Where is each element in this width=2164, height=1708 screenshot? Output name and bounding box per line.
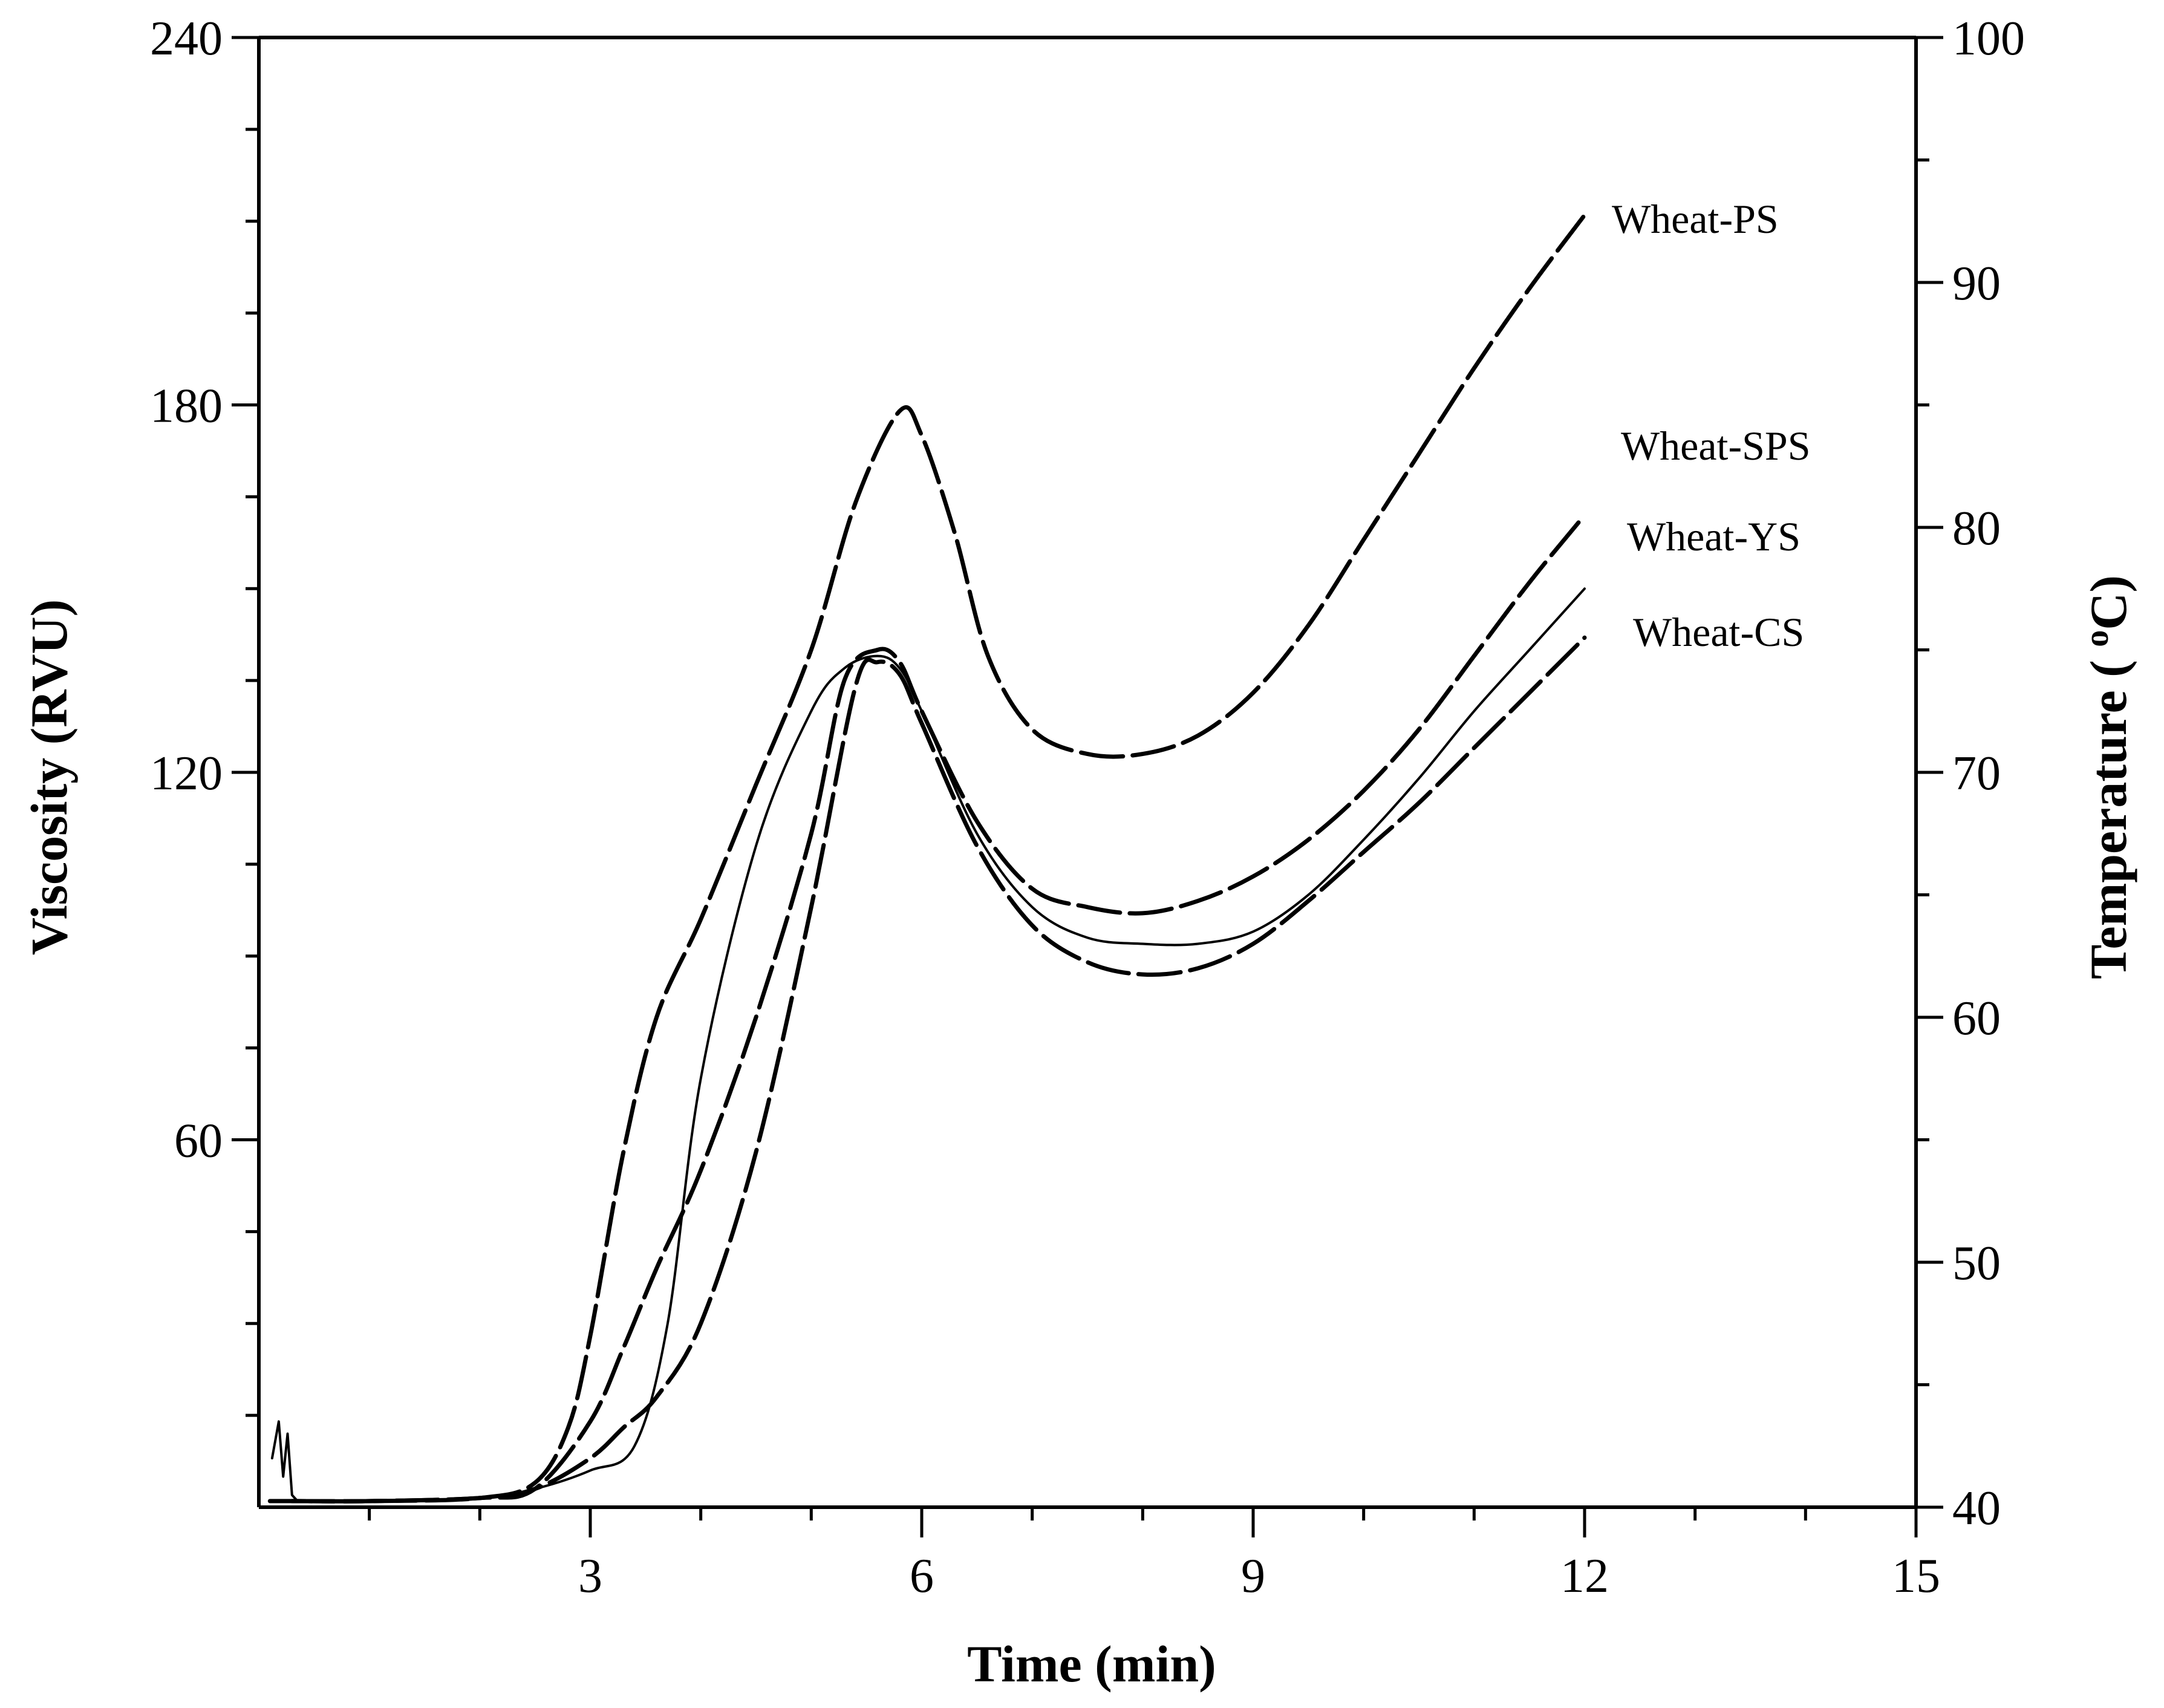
series-line-wheat-ys	[290, 587, 1586, 1503]
series-line-wheat-ps	[267, 213, 1587, 1504]
y-right-tick-label: 70	[1952, 747, 2001, 800]
legend: Wheat-PS Wheat-SPS Wheat-YS Wheat-CS	[1612, 196, 1811, 655]
y-right-tick-label: 80	[1952, 502, 2001, 555]
y-axis-right-title-superscript: o	[2078, 630, 2116, 647]
axes	[257, 36, 1918, 1509]
ticks: 3 6 9 12 15 60 120 180 240 40 50 60 70 80 90 100	[150, 12, 2025, 1603]
y-right-tick-label: 100	[1952, 12, 2025, 65]
y-left-tick-label: 60	[174, 1115, 223, 1168]
x-axis-title: Time (min)	[967, 1635, 1216, 1693]
y-right-tick-label: 90	[1952, 257, 2001, 310]
y-axis-left-title: Viscosity (RVU)	[20, 599, 78, 956]
x-tick-label: 15	[1892, 1550, 1940, 1603]
legend-label-wheat-ps: Wheat-PS	[1612, 196, 1779, 242]
y-left-tick-label: 240	[150, 12, 223, 65]
x-tick-label: 12	[1560, 1550, 1609, 1603]
y-axis-right-title: Temperature ( oC)	[2078, 575, 2137, 979]
series-layer	[267, 213, 1587, 1504]
y-axis-right-title-prefix: Temperature (	[2079, 647, 2137, 979]
y-axis-right-title-suffix: C)	[2079, 575, 2137, 630]
legend-label-wheat-sps: Wheat-SPS	[1621, 423, 1811, 469]
x-tick-label: 3	[578, 1550, 602, 1603]
x-tick-label: 9	[1241, 1550, 1265, 1603]
y-left-tick-label: 120	[150, 747, 223, 800]
y-left-tick-label: 180	[150, 380, 223, 433]
series-line-wheat-sps	[290, 513, 1587, 1504]
y-right-tick-label: 40	[1952, 1482, 2001, 1535]
x-tick-label: 6	[910, 1550, 934, 1603]
series-start-spike	[270, 1420, 299, 1502]
legend-label-wheat-ys: Wheat-YS	[1627, 513, 1801, 559]
legend-label-wheat-cs: Wheat-CS	[1633, 609, 1804, 655]
y-right-tick-label: 60	[1952, 992, 2001, 1045]
series-line-wheat-cs	[290, 635, 1587, 1504]
y-right-tick-label: 50	[1952, 1237, 2001, 1290]
